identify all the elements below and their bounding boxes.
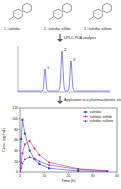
- marker: [21, 119, 23, 121]
- y-tick-label: 40: [14, 149, 18, 153]
- ring: [103, 3, 112, 13]
- marker: [29, 150, 31, 152]
- series-line: [20, 120, 107, 172]
- y-tick-label: 100: [12, 117, 18, 121]
- marker: [38, 154, 40, 156]
- bond: [9, 17, 14, 21]
- legend-line: [83, 112, 88, 113]
- series-line: [20, 141, 107, 172]
- x-tick-label: 10: [42, 174, 46, 178]
- y-tick-label: 120: [12, 106, 18, 110]
- y-tick-label: 80: [14, 128, 18, 132]
- marker: [21, 162, 23, 164]
- bond: [89, 17, 94, 21]
- y-tick: [19, 172, 21, 173]
- ring: [23, 3, 32, 13]
- chrom-axis: [18, 46, 19, 92]
- legend-marker: [85, 111, 87, 113]
- x-tick-label: 0: [19, 174, 21, 178]
- marker: [24, 158, 26, 160]
- plot-area: [20, 119, 108, 172]
- compound-label: 1 - sulindac: [4, 27, 21, 31]
- x-axis-label: Time (h): [62, 179, 77, 183]
- peak-label: 3: [73, 57, 76, 62]
- peak-label: 1: [47, 65, 50, 70]
- marker: [77, 168, 79, 170]
- bond: [49, 17, 54, 21]
- marker: [29, 156, 31, 158]
- y-tick: [19, 129, 21, 130]
- legend-marker: [85, 116, 87, 118]
- marker: [24, 143, 26, 145]
- chromatogram-trace: [18, 51, 110, 91]
- marker: [20, 167, 22, 169]
- x-tick-label: 20: [67, 174, 71, 178]
- marker: [77, 168, 79, 170]
- y-tick: [19, 140, 21, 141]
- legend-marker: [84, 120, 86, 122]
- step-label: Application to a pharmacokinetic study: [64, 98, 121, 102]
- legend-label: sulindac: [90, 110, 102, 114]
- plot-frame: [20, 108, 117, 172]
- x-tick-label: 30: [91, 174, 95, 178]
- ring: [63, 3, 72, 13]
- series-line: [20, 157, 107, 172]
- chrom-axis: [18, 92, 110, 93]
- marker: [24, 133, 26, 135]
- legend-label: sulindac sulfone: [90, 119, 114, 123]
- y-tick: [19, 161, 21, 162]
- marker: [33, 157, 35, 159]
- marker: [21, 152, 23, 154]
- marker: [20, 138, 22, 140]
- legend-line: [83, 116, 88, 117]
- legend-line: [83, 121, 88, 122]
- arrow-head: [57, 39, 63, 42]
- y-tick-label: 20: [14, 160, 18, 164]
- arrow-head: [57, 101, 63, 104]
- y-tick: [19, 150, 21, 151]
- marker: [48, 164, 50, 166]
- marker: [38, 160, 40, 162]
- marker: [29, 140, 31, 142]
- marker: [20, 171, 21, 172]
- compound-label: 3 - sulindac sulfone: [84, 27, 112, 31]
- compound-label: 2 - sulindac sulfide: [44, 27, 71, 31]
- figure: 1 - sulindac 2 - sulindac sulfide 3 - suli…: [0, 0, 121, 189]
- y-tick-label: 0: [16, 170, 18, 174]
- y-tick-label: 60: [14, 138, 18, 142]
- legend-label: sulindac sulfide: [90, 115, 113, 119]
- ring: [14, 9, 23, 19]
- ring: [54, 9, 63, 19]
- y-axis-label: Conc. (μg/mL): [2, 127, 6, 152]
- y-tick: [19, 108, 21, 109]
- marker: [34, 148, 36, 150]
- step-label: UPLC-PDA analysis: [64, 36, 96, 40]
- marker: [38, 163, 40, 165]
- marker: [48, 161, 50, 163]
- marker: [20, 161, 22, 163]
- y-tick: [19, 118, 21, 119]
- peak-label: 2: [64, 47, 67, 52]
- ring: [94, 9, 103, 19]
- x-tick-label: 40: [115, 174, 119, 178]
- marker: [48, 167, 50, 169]
- marker: [106, 170, 108, 172]
